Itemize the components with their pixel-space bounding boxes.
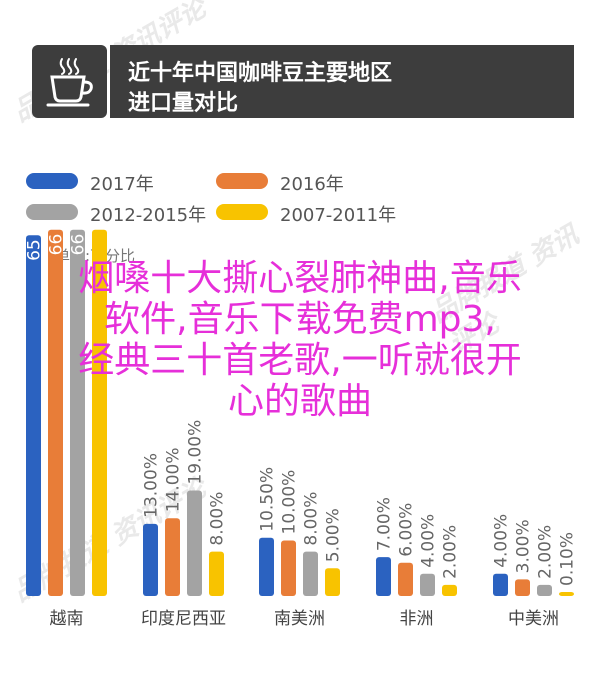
- category-label: 非洲: [400, 609, 434, 629]
- data-label: 10.00%: [280, 470, 300, 535]
- data-label: 4.00%: [492, 514, 512, 568]
- bar-group-2: 10.50% 10.00% 8.00% 5.00%: [258, 467, 344, 596]
- bar-group-0: 65 66 66: [25, 229, 107, 596]
- bar-group-3: 7.00% 6.00% 4.00% 2.00%: [375, 497, 461, 596]
- bar: [143, 523, 158, 596]
- chart-title: 近十年中国咖啡豆主要地区 进口量对比: [110, 45, 574, 118]
- bar: [493, 573, 508, 596]
- legend-swatch: [26, 204, 78, 220]
- bar: [515, 579, 530, 596]
- bar: [187, 490, 202, 596]
- bar: [259, 537, 274, 596]
- category-label: 南美洲: [274, 609, 325, 629]
- data-label: 5.00%: [324, 508, 344, 562]
- bar: [70, 229, 85, 596]
- bar-group-4: 4.00% 3.00% 2.00% 0.10%: [492, 514, 578, 596]
- legend-swatch: [26, 173, 78, 189]
- bar: [209, 551, 224, 596]
- category-label: 中美洲: [508, 609, 559, 629]
- data-label: 10.50%: [258, 467, 278, 532]
- data-label: 14.00%: [164, 447, 184, 512]
- data-label: 66: [47, 234, 67, 256]
- bar: [537, 584, 552, 596]
- category-label: 印度尼西亚: [141, 609, 226, 629]
- bar: [398, 562, 413, 596]
- bar: [420, 573, 435, 596]
- legend-label: 2012-2015年: [90, 205, 207, 226]
- legend-label: 2016年: [280, 174, 344, 195]
- data-label: 4.00%: [419, 514, 439, 568]
- overlay-line-4: 心的歌曲: [227, 381, 372, 422]
- data-label: 13.00%: [142, 453, 162, 518]
- legend-label: 2007-2011年: [280, 205, 397, 226]
- data-label: 2.00%: [536, 525, 556, 579]
- data-label: 0.10%: [558, 532, 578, 586]
- bar: [48, 229, 63, 596]
- bar: [559, 592, 574, 596]
- data-label: 8.00%: [208, 492, 228, 546]
- data-label: 2.00%: [441, 525, 461, 579]
- bar: [281, 540, 296, 596]
- bar: [26, 235, 41, 596]
- data-label: 66: [69, 234, 89, 256]
- data-label: 65: [25, 239, 45, 261]
- bar: [92, 229, 107, 596]
- data-label: 7.00%: [375, 497, 395, 551]
- bar-group-1: 13.00% 14.00% 19.00%8.00%: [142, 420, 228, 596]
- bar: [442, 584, 457, 596]
- overlay-caption: 烟嗓十大撕心裂肺神曲,音乐 软件,音乐下载免费mp3, 经典三十首老歌,一听就很…: [10, 258, 590, 422]
- bar: [376, 557, 391, 596]
- data-label: 8.00%: [302, 492, 322, 546]
- title-line-1: 近十年中国咖啡豆主要地区: [128, 61, 393, 86]
- category-label: 越南: [50, 609, 84, 629]
- legend-label: 2017年: [90, 174, 154, 195]
- bar: [325, 568, 340, 596]
- bar: [165, 518, 180, 596]
- bar: [303, 551, 318, 596]
- overlay-line-1: 烟嗓十大撕心裂肺神曲,音乐: [78, 258, 522, 299]
- coffee-cup-icon: [32, 45, 107, 118]
- overlay-line-3: 经典三十首老歌,一听就很开: [78, 340, 522, 381]
- data-label: 19.00%: [186, 420, 206, 485]
- legend-swatch: [216, 204, 268, 220]
- data-label: 3.00%: [514, 519, 534, 573]
- overlay-line-2: 软件,音乐下载免费mp3,: [104, 299, 496, 340]
- legend-swatch: [216, 173, 268, 189]
- chart-header: 近十年中国咖啡豆主要地区 进口量对比: [32, 45, 574, 118]
- data-label: 6.00%: [397, 503, 417, 557]
- title-line-2: 进口量对比: [128, 91, 239, 116]
